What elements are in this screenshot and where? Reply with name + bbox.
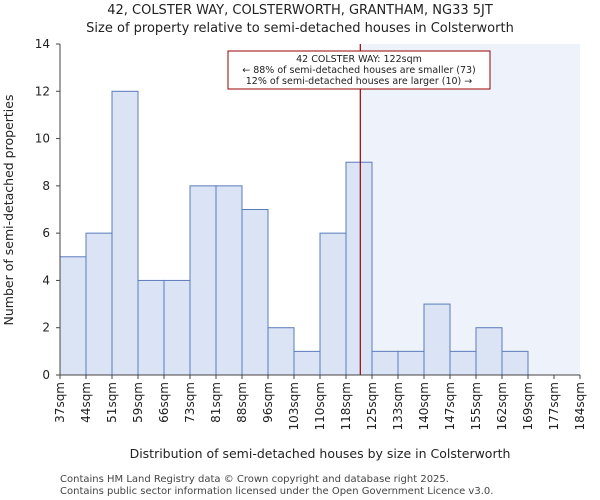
footer-line2: Contains public sector information licen… <box>60 486 493 497</box>
x-axis-label: Distribution of semi-detached houses by … <box>130 446 511 461</box>
plot-area: 0 2 4 6 8 10 12 14 37sqm 44sqm 51sqm 59sqm 66sqm 73sq… <box>35 37 587 430</box>
y-tick-label: 6 <box>42 226 50 240</box>
histogram-bar <box>371 350 399 376</box>
annotation-title: 42 COLSTER WAY: 122sqm <box>296 54 422 65</box>
x-tick-label: 88sqm <box>235 382 249 423</box>
histogram-bar <box>215 185 243 376</box>
histogram-bar <box>319 232 347 376</box>
x-tick-label: 162sqm <box>495 382 509 430</box>
histogram-bar <box>85 232 113 376</box>
x-tick-label: 96sqm <box>261 382 275 423</box>
x-tick-label: 177sqm <box>547 382 561 430</box>
x-tick-label: 184sqm <box>573 382 587 430</box>
histogram-bar <box>137 279 165 376</box>
larger-region-shade <box>360 44 580 375</box>
y-tick-label: 8 <box>42 179 50 193</box>
annotation-larger: 12% of semi-detached houses are larger (… <box>246 76 473 87</box>
x-tick-label: 73sqm <box>183 382 197 423</box>
histogram-bar <box>241 209 269 376</box>
histogram-bar <box>475 327 503 376</box>
histogram-bar <box>189 185 217 376</box>
histogram-bar <box>423 303 451 376</box>
annotation-smaller: ← 88% of semi-detached houses are smalle… <box>242 65 476 76</box>
chart-title-line1: 42, COLSTER WAY, COLSTERWORTH, GRANTHAM,… <box>107 3 493 18</box>
x-tick-label: 110sqm <box>313 382 327 430</box>
x-tick-label: 37sqm <box>53 382 67 423</box>
footer-line1: Contains HM Land Registry data © Crown c… <box>60 474 449 485</box>
x-tick-label: 59sqm <box>131 382 145 423</box>
x-tick-label: 81sqm <box>209 382 223 423</box>
histogram-bar <box>267 327 295 376</box>
x-tick-label: 169sqm <box>521 382 535 430</box>
histogram-bar <box>293 350 321 376</box>
x-tick-label: 66sqm <box>157 382 171 423</box>
x-tick-label: 44sqm <box>79 382 93 423</box>
histogram-bar <box>397 350 425 376</box>
histogram-bar <box>501 350 529 376</box>
histogram-bar <box>163 279 191 376</box>
y-tick-label: 12 <box>35 84 50 98</box>
histogram-bar <box>111 90 139 376</box>
y-tick-label: 10 <box>35 132 50 146</box>
chart-title-line2: Size of property relative to semi-detach… <box>86 21 514 36</box>
x-tick-label: 51sqm <box>105 382 119 423</box>
y-tick-label: 2 <box>42 321 50 335</box>
y-tick-label: 14 <box>35 37 50 51</box>
y-axis-label: Number of semi-detached properties <box>1 95 16 326</box>
x-tick-label: 140sqm <box>417 382 431 430</box>
y-tick-label: 0 <box>42 368 50 382</box>
histogram-bar <box>449 350 477 376</box>
x-tick-label: 103sqm <box>287 382 301 430</box>
x-tick-label: 155sqm <box>469 382 483 430</box>
x-tick-label: 118sqm <box>339 382 353 430</box>
histogram-bar <box>345 161 373 376</box>
annotation-box <box>227 50 491 90</box>
x-tick-label: 147sqm <box>443 382 457 430</box>
y-tick-label: 4 <box>42 273 50 287</box>
histogram-bar <box>59 256 87 376</box>
x-tick-label: 125sqm <box>365 382 379 430</box>
x-tick-label: 133sqm <box>391 382 405 430</box>
